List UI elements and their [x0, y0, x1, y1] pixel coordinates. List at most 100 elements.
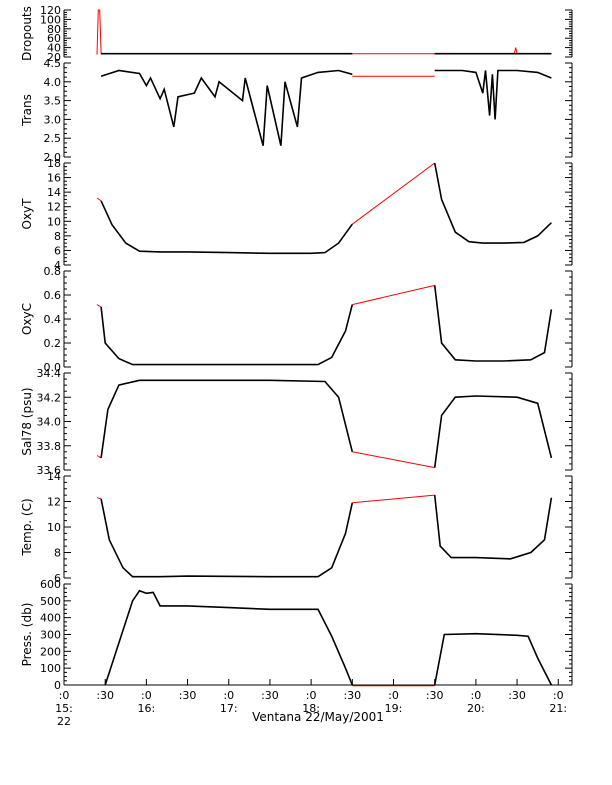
x-tick-label: :0: [59, 689, 70, 702]
x-axis: :015:22:30:016::30:017::30:018::30:019::…: [55, 679, 572, 728]
series-line-2: [100, 200, 353, 255]
x-tick-label: :30: [508, 689, 526, 702]
y-tick-label: 34.2: [37, 391, 62, 404]
x-tick-hour: 16:: [138, 702, 156, 715]
y-tick-label: 2.5: [44, 132, 62, 145]
panel-4: 0.0 0.2 0.4 0.6 0.8 OxyC: [20, 265, 573, 374]
y-tick-label: 3.0: [44, 113, 62, 126]
y-tick-label: 3.5: [44, 95, 62, 108]
y-tick-label: 33.6: [37, 464, 62, 477]
y-tick-label: 34.0: [37, 416, 62, 429]
series-line-3: [352, 451, 435, 469]
y-tick-label: 0.4: [44, 313, 62, 326]
x-tick-label: :30: [343, 689, 361, 702]
y-tick-label: 2.0: [44, 151, 62, 164]
y-tick-label: 600: [40, 578, 61, 591]
y-tick-label: 0.6: [44, 289, 62, 302]
y-tick-label: 6: [54, 572, 61, 585]
y-axis-title: Dropouts: [20, 6, 34, 61]
series-line-4: [433, 395, 553, 468]
y-tick-label: 120: [40, 4, 61, 17]
x-tick-label: :0: [141, 689, 152, 702]
series-line-3: [352, 284, 435, 306]
y-tick-label: 6: [54, 244, 61, 257]
series-line-4: [433, 162, 552, 244]
y-axis-title: OxyC: [20, 303, 34, 335]
y-tick-label: 400: [40, 612, 61, 625]
y-tick-label: 0.2: [44, 337, 62, 350]
x-tick-label: :30: [96, 689, 114, 702]
y-tick-label: 8: [54, 230, 61, 243]
y-axis-title: Trans: [20, 94, 34, 127]
y-tick-label: 12: [47, 201, 61, 214]
y-tick-label: 100: [40, 662, 61, 675]
x-tick-label: :0: [553, 689, 564, 702]
y-tick-label: 4: [54, 259, 61, 272]
series-line-2: [100, 498, 354, 578]
x-tick-label: :30: [426, 689, 444, 702]
y-tick-label: 40: [47, 42, 61, 55]
y-tick-label: 33.8: [37, 440, 62, 453]
x-tick-label: :0: [471, 689, 482, 702]
series-line-4: [433, 495, 553, 560]
panel-2: 2.0 2.5 3.0 3.5 4.0 4.5 Trans: [20, 57, 573, 164]
x-tick-hour: 21:: [549, 702, 567, 715]
series-line-3: [352, 494, 435, 504]
y-axis-title: Sal78 (psu): [20, 387, 34, 455]
y-tick-label: 20: [47, 51, 61, 64]
y-tick-label: 0.8: [44, 265, 62, 278]
y-tick-label: 500: [40, 595, 61, 608]
series-line-1: [96, 304, 102, 308]
x-tick-label: :0: [306, 689, 317, 702]
x-tick-hour: 17:: [220, 702, 238, 715]
x-axis-label: Ventana 22/May/2001: [252, 710, 384, 724]
x-tick-day: 22: [57, 715, 71, 728]
y-tick-label: 10: [47, 521, 61, 534]
y-axis-title: Press. (db): [20, 603, 34, 667]
x-tick-hour: 18:: [302, 702, 320, 715]
x-tick-hour: 20:: [467, 702, 485, 715]
y-tick-label: 8: [54, 547, 61, 560]
x-tick-label: :30: [179, 689, 197, 702]
y-tick-label: 200: [40, 645, 61, 658]
series-line-1: [96, 197, 102, 202]
y-tick-label: 18: [47, 157, 61, 170]
y-tick-label: 60: [47, 32, 61, 45]
y-tick-label: 4.5: [44, 57, 62, 70]
series-line-1: [104, 589, 354, 686]
series-line-1: [100, 69, 353, 146]
series-line-2: [100, 379, 354, 459]
series-line-1: [96, 497, 102, 500]
y-tick-label: 300: [40, 629, 61, 642]
x-tick-hour: 15:: [55, 702, 73, 715]
panel-6: 6 8 10 12 14 Temp. (C): [20, 470, 573, 585]
series-line-3: [433, 632, 553, 686]
series-line-3: [434, 69, 552, 120]
y-tick-label: 14: [47, 470, 61, 483]
y-tick-label: 16: [47, 172, 61, 185]
y-tick-label: 10: [47, 215, 61, 228]
y-tick-label: 0.0: [44, 361, 62, 374]
y-tick-label: 34.4: [37, 367, 62, 380]
series-line-3: [352, 162, 435, 225]
x-tick-label: :0: [223, 689, 234, 702]
series-line-4: [433, 285, 553, 362]
x-tick-hour: 19:: [385, 702, 403, 715]
y-tick-label: 0: [54, 679, 61, 692]
series-line-2: [100, 304, 354, 366]
x-tick-label: :0: [388, 689, 399, 702]
panel-7: 0 100 200 300 400 500 600 Press. (db): [20, 578, 573, 692]
series-line-1: [96, 9, 552, 55]
x-tick-label: :30: [261, 689, 279, 702]
y-axis-title: Temp. (C): [20, 498, 34, 556]
y-axis-title: OxyT: [20, 198, 34, 230]
y-tick-label: 100: [40, 13, 61, 26]
y-tick-label: 12: [47, 496, 61, 509]
y-tick-label: 14: [47, 186, 61, 199]
y-tick-label: 4.0: [44, 76, 62, 89]
panels-layer: 20406080100120Dropouts2.02.53.03.54.04.5…: [20, 4, 573, 692]
